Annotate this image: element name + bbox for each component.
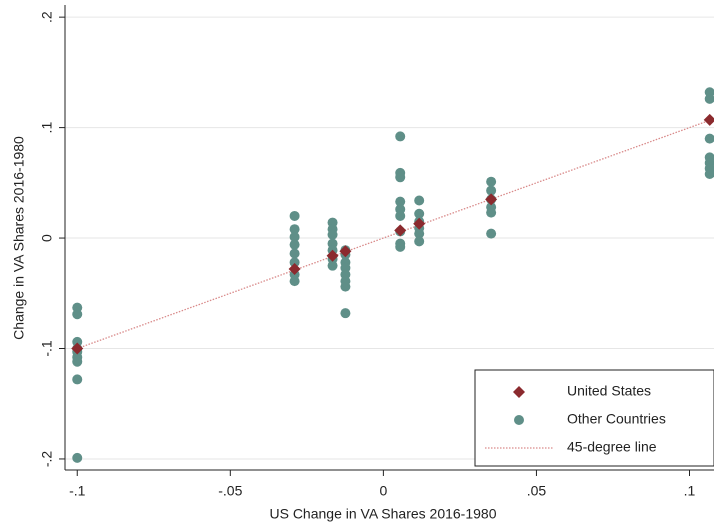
reference-line [77, 119, 710, 350]
country-point [486, 185, 497, 196]
y-tick-label: .2 [39, 11, 55, 23]
country-point [414, 228, 425, 239]
country-point [289, 248, 300, 259]
country-point [340, 308, 351, 319]
us-point [394, 224, 407, 237]
legend-symbol [514, 415, 524, 425]
y-tick-label: -.1 [39, 340, 55, 357]
x-axis-label: US Change in VA Shares 2016-1980 [269, 506, 496, 522]
country-point [340, 281, 351, 292]
legend-label: 45-degree line [567, 439, 657, 455]
country-point [289, 224, 300, 235]
us-point [326, 249, 339, 262]
country-point [72, 309, 83, 320]
country-point [414, 195, 425, 206]
legend: United States Other Countries 45-degree li… [474, 369, 714, 467]
country-point [486, 228, 497, 239]
country-point [395, 241, 406, 252]
country-point [414, 208, 425, 219]
country-point [704, 93, 714, 104]
country-point [395, 210, 406, 221]
us-point [288, 262, 301, 275]
x-tick-label: -.1 [69, 483, 86, 499]
x-tick-label: 0 [379, 483, 387, 499]
country-point [327, 229, 338, 240]
us-point [339, 245, 352, 258]
country-point [289, 257, 300, 268]
country-point [289, 239, 300, 250]
x-tick-label: .1 [684, 483, 696, 499]
x-tick-label: .05 [527, 483, 547, 499]
country-point [704, 133, 714, 144]
us-point [71, 342, 84, 355]
country-point [327, 260, 338, 271]
country-point [414, 236, 425, 247]
x-tick-label: -.05 [218, 483, 242, 499]
legend-symbol [513, 386, 525, 398]
country-point [72, 356, 83, 367]
y-tick-label: .1 [39, 122, 55, 134]
us-point [485, 193, 498, 206]
country-point [289, 210, 300, 221]
country-point [72, 452, 83, 463]
us-point [703, 113, 714, 126]
country-point [486, 176, 497, 187]
legend-label: United States [567, 383, 651, 399]
country-point [486, 207, 497, 218]
country-point [395, 172, 406, 183]
country-point [395, 131, 406, 142]
legend-label: Other Countries [567, 411, 666, 427]
y-axis-label: Change in VA Shares 2016-1980 [11, 136, 27, 340]
y-tick-label: 0 [39, 234, 55, 242]
country-point [289, 276, 300, 287]
country-point [72, 374, 83, 385]
country-point [289, 231, 300, 242]
country-point [395, 196, 406, 207]
country-point [704, 168, 714, 179]
us-point [413, 217, 426, 230]
y-tick-label: -.2 [39, 451, 55, 468]
